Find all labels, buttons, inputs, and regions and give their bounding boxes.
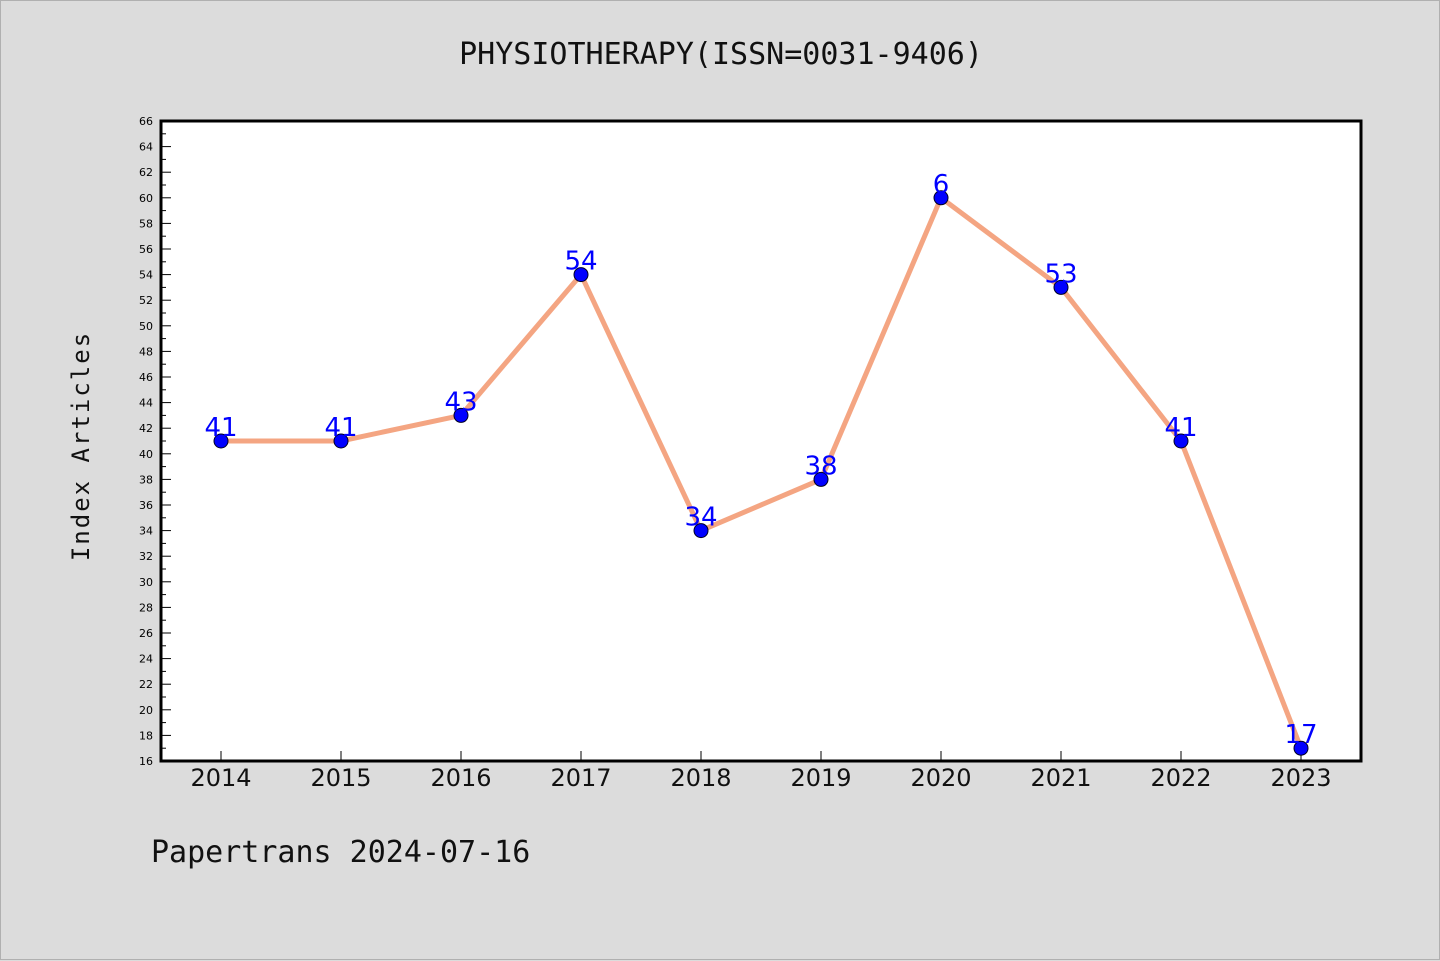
- x-tick-label: 2021: [1030, 764, 1091, 792]
- data-point: [933, 190, 949, 206]
- y-tick-label: 56: [139, 243, 153, 256]
- y-tick-label: 26: [139, 627, 153, 640]
- data-point: [693, 523, 709, 539]
- y-tick-label: 52: [139, 294, 153, 307]
- plot-area: [159, 119, 1363, 763]
- y-tick-label: 18: [139, 729, 153, 742]
- series-line: [218, 195, 1304, 751]
- data-point: [333, 433, 349, 449]
- y-tick-label: 46: [139, 371, 153, 384]
- y-tick-label: 36: [139, 499, 153, 512]
- x-tick-label: 2018: [670, 764, 731, 792]
- x-tick-label: 2017: [550, 764, 611, 792]
- y-tick-label: 66: [139, 115, 153, 128]
- y-axis: 16 18 20 22 24 26 28 30 32 34 36 38 40 42 44 46 48 50 52 54…: [139, 115, 171, 768]
- y-tick-label: 16: [139, 755, 153, 768]
- y-tick-label: 42: [139, 422, 153, 435]
- data-label: 53: [1044, 259, 1077, 289]
- y-tick-label: 40: [139, 448, 153, 461]
- y-axis-label: Index Articles: [67, 330, 95, 562]
- footer-note: Papertrans 2024-07-16: [151, 835, 531, 870]
- x-tick-label: 2014: [190, 764, 251, 792]
- data-label: 41: [204, 413, 237, 443]
- x-tick-label: 2022: [1150, 764, 1211, 792]
- data-point: [1173, 433, 1189, 449]
- data-point: [453, 407, 469, 423]
- data-label: 17: [1284, 720, 1317, 750]
- y-tick-label: 48: [139, 345, 153, 358]
- y-tick-label: 60: [139, 192, 153, 205]
- series-index-articles: 41 41 43 54 34 38 6 53 41 17: [204, 170, 1318, 756]
- y-tick-label: 54: [139, 269, 153, 282]
- y-tick-label: 32: [139, 550, 153, 563]
- y-tick-label: 28: [139, 601, 153, 614]
- x-tick-label: 2015: [310, 764, 371, 792]
- x-tick-label: 2016: [430, 764, 491, 792]
- y-tick-label: 50: [139, 320, 153, 333]
- x-tick-label: 2020: [910, 764, 971, 792]
- data-point: [573, 267, 589, 283]
- y-tick-label: 62: [139, 166, 153, 179]
- data-label: 54: [564, 247, 597, 277]
- data-label: 38: [804, 451, 837, 481]
- data-label: 43: [444, 387, 477, 417]
- y-tick-label: 64: [139, 141, 153, 154]
- data-label: 41: [324, 413, 357, 443]
- data-label: 34: [684, 503, 717, 533]
- x-tick-label: 2019: [790, 764, 851, 792]
- y-tick-label: 20: [139, 704, 153, 717]
- data-point: [813, 471, 829, 487]
- y-tick-label: 58: [139, 217, 153, 230]
- x-axis: 2014 2015 2016 2017 2018 2019 2020 2021 2022 2023: [190, 751, 1332, 792]
- data-point: [1293, 740, 1309, 756]
- x-tick-label: 2023: [1270, 764, 1331, 792]
- data-label: 41: [1164, 413, 1197, 443]
- data-point: [1053, 279, 1069, 295]
- y-tick-label: 34: [139, 525, 153, 538]
- y-tick-label: 22: [139, 678, 153, 691]
- y-tick-label: 30: [139, 576, 153, 589]
- y-tick-label: 44: [139, 397, 153, 410]
- data-label: 6: [933, 170, 950, 200]
- y-tick-label: 24: [139, 653, 153, 666]
- y-tick-label: 38: [139, 473, 153, 486]
- chart-title: PHYSIOTHERAPY(ISSN=0031-9406): [459, 37, 983, 72]
- data-point: [213, 433, 229, 449]
